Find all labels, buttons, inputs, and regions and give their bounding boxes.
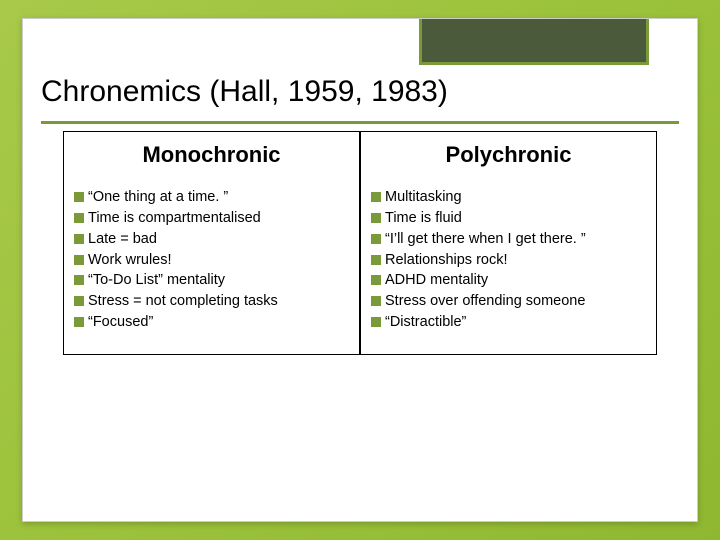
- list-item: Multitasking: [371, 188, 646, 207]
- item-text: Stress = not completing tasks: [88, 292, 278, 311]
- list-item: Work wrules!: [74, 251, 349, 270]
- item-text: “Focused”: [88, 313, 153, 332]
- item-text: Multitasking: [385, 188, 462, 207]
- list-item: “I’ll get there when I get there. ”: [371, 230, 646, 249]
- item-text: “Distractible”: [385, 313, 466, 332]
- column-body-left: “One thing at a time. ” Time is compartm…: [64, 182, 359, 354]
- list-item: “Focused”: [74, 313, 349, 332]
- list-item: “Distractible”: [371, 313, 646, 332]
- bullet-icon: [371, 234, 381, 244]
- decorative-header-box: [419, 19, 649, 65]
- column-header-left: Monochronic: [64, 132, 359, 182]
- column-polychronic: Polychronic Multitasking Time is fluid “…: [360, 131, 657, 355]
- item-text: Relationships rock!: [385, 251, 508, 270]
- slide-title: Chronemics (Hall, 1959, 1983): [41, 75, 448, 109]
- list-item: Stress over offending someone: [371, 292, 646, 311]
- list-item: Stress = not completing tasks: [74, 292, 349, 311]
- bullet-icon: [371, 275, 381, 285]
- list-item: “To-Do List” mentality: [74, 271, 349, 290]
- bullet-icon: [371, 317, 381, 327]
- column-body-right: Multitasking Time is fluid “I’ll get the…: [361, 182, 656, 354]
- item-text: ADHD mentality: [385, 271, 488, 290]
- bullet-icon: [74, 192, 84, 202]
- bullet-icon: [371, 255, 381, 265]
- title-divider: [41, 121, 679, 124]
- bullet-icon: [371, 296, 381, 306]
- item-text: Stress over offending someone: [385, 292, 585, 311]
- bullet-icon: [74, 213, 84, 223]
- list-item: Late = bad: [74, 230, 349, 249]
- list-item: ADHD mentality: [371, 271, 646, 290]
- bullet-icon: [74, 234, 84, 244]
- slide-container: Chronemics (Hall, 1959, 1983) Monochroni…: [22, 18, 698, 522]
- bullet-icon: [371, 192, 381, 202]
- item-text: “I’ll get there when I get there. ”: [385, 230, 586, 249]
- list-item: Relationships rock!: [371, 251, 646, 270]
- list-item: Time is compartmentalised: [74, 209, 349, 228]
- item-text: Late = bad: [88, 230, 157, 249]
- item-text: “One thing at a time. ”: [88, 188, 228, 207]
- bullet-icon: [74, 255, 84, 265]
- item-text: Time is compartmentalised: [88, 209, 261, 228]
- bullet-icon: [74, 317, 84, 327]
- column-monochronic: Monochronic “One thing at a time. ” Time…: [63, 131, 360, 355]
- item-text: Work wrules!: [88, 251, 172, 270]
- bullet-icon: [74, 296, 84, 306]
- column-header-right: Polychronic: [361, 132, 656, 182]
- item-text: “To-Do List” mentality: [88, 271, 225, 290]
- bullet-icon: [371, 213, 381, 223]
- list-item: “One thing at a time. ”: [74, 188, 349, 207]
- bullet-icon: [74, 275, 84, 285]
- list-item: Time is fluid: [371, 209, 646, 228]
- item-text: Time is fluid: [385, 209, 462, 228]
- comparison-table: Monochronic “One thing at a time. ” Time…: [63, 131, 657, 355]
